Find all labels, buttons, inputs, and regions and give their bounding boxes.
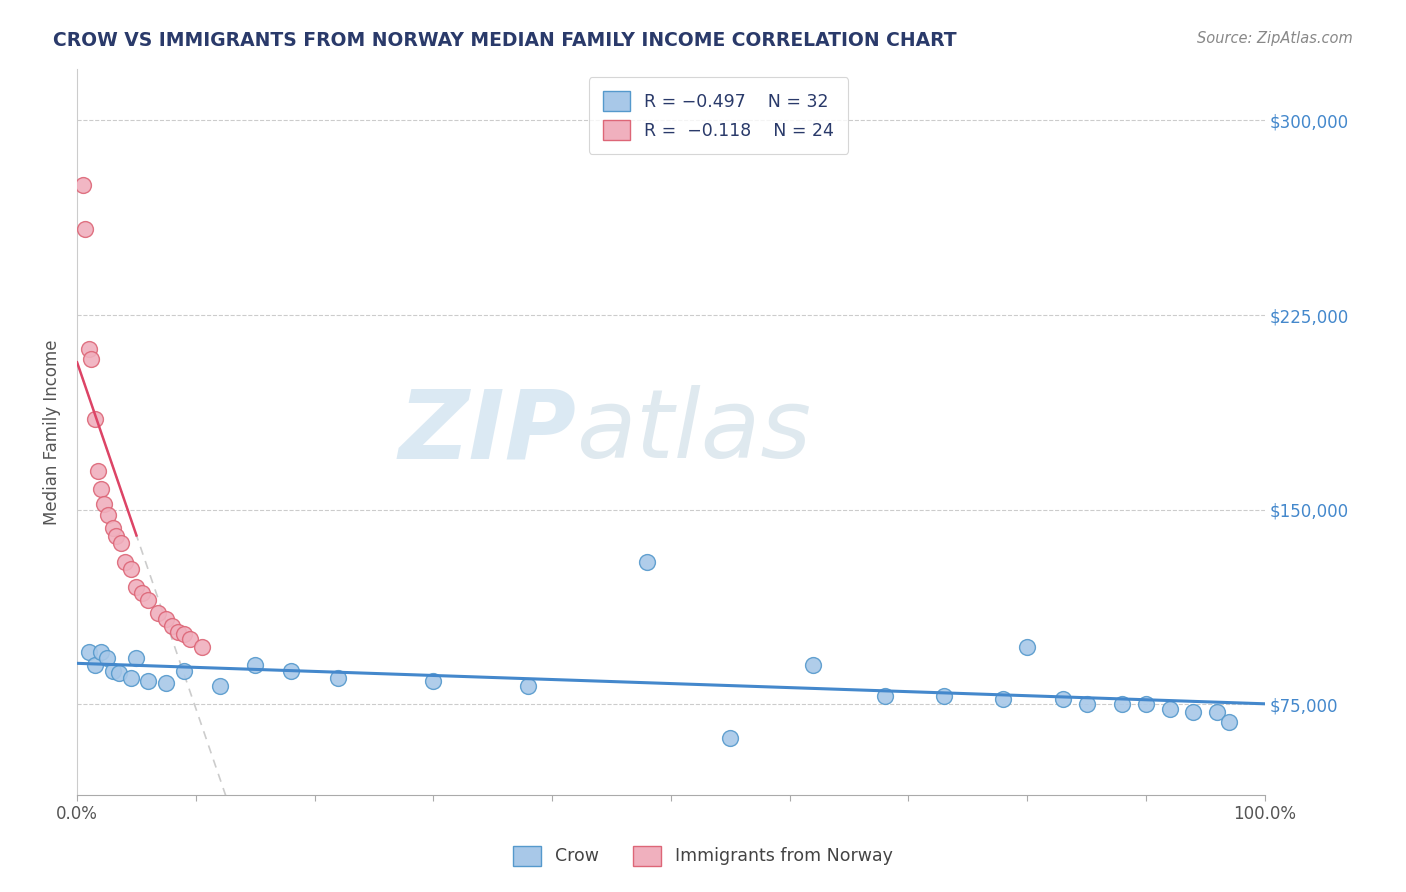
Point (146, 607, 169, 621)
Point (167, 624, 190, 639)
Point (77, 645, 100, 659)
Legend: Crow, Immigrants from Norway: Crow, Immigrants from Norway (506, 838, 900, 872)
Point (105, 528, 128, 542)
Point (120, 562, 142, 576)
Point (80, 352, 103, 367)
Point (160, 619, 183, 633)
Point (131, 585, 153, 599)
Point (932, 690, 955, 704)
Point (1017, 640, 1039, 655)
Point (179, 632, 201, 647)
Point (155, 676, 177, 690)
Point (155, 612, 177, 626)
Point (1076, 698, 1098, 712)
Point (110, 536, 132, 550)
Point (84, 412, 107, 426)
Point (173, 627, 195, 641)
Point (125, 650, 148, 665)
Point (84, 658, 107, 673)
Point (120, 671, 142, 685)
Point (280, 664, 302, 678)
Point (87, 464, 110, 478)
Text: atlas: atlas (576, 385, 811, 478)
Point (173, 664, 195, 678)
Point (101, 664, 124, 678)
Point (138, 673, 160, 688)
Y-axis label: Median Family Income: Median Family Income (44, 339, 60, 524)
Point (138, 593, 160, 607)
Point (328, 671, 350, 685)
Point (125, 581, 148, 595)
Point (97, 508, 120, 522)
Point (90, 645, 112, 659)
Point (72, 178, 94, 193)
Point (90, 482, 112, 496)
Point (1206, 705, 1229, 719)
Point (1111, 698, 1133, 712)
Point (77, 342, 100, 356)
Point (636, 555, 658, 569)
Point (422, 673, 444, 688)
Point (208, 679, 231, 693)
Text: Source: ZipAtlas.com: Source: ZipAtlas.com (1197, 31, 1353, 46)
Point (517, 679, 540, 693)
Point (993, 692, 1015, 706)
Text: CROW VS IMMIGRANTS FROM NORWAY MEDIAN FAMILY INCOME CORRELATION CHART: CROW VS IMMIGRANTS FROM NORWAY MEDIAN FA… (53, 31, 957, 50)
Point (93, 498, 115, 512)
Point (114, 555, 136, 569)
Point (245, 658, 267, 673)
Point (718, 731, 741, 745)
Point (107, 666, 129, 681)
Point (101, 521, 124, 535)
Point (803, 658, 825, 673)
Point (1218, 715, 1240, 730)
Point (1182, 705, 1205, 719)
Text: ZIP: ZIP (398, 385, 576, 478)
Point (96, 650, 118, 665)
Point (75, 222, 97, 236)
Point (873, 690, 896, 704)
Point (191, 640, 214, 655)
Point (1052, 692, 1074, 706)
Point (1135, 698, 1157, 712)
Legend: R = −0.497    N = 32, R =  −0.118    N = 24: R = −0.497 N = 32, R = −0.118 N = 24 (589, 78, 848, 153)
Point (1159, 702, 1181, 716)
